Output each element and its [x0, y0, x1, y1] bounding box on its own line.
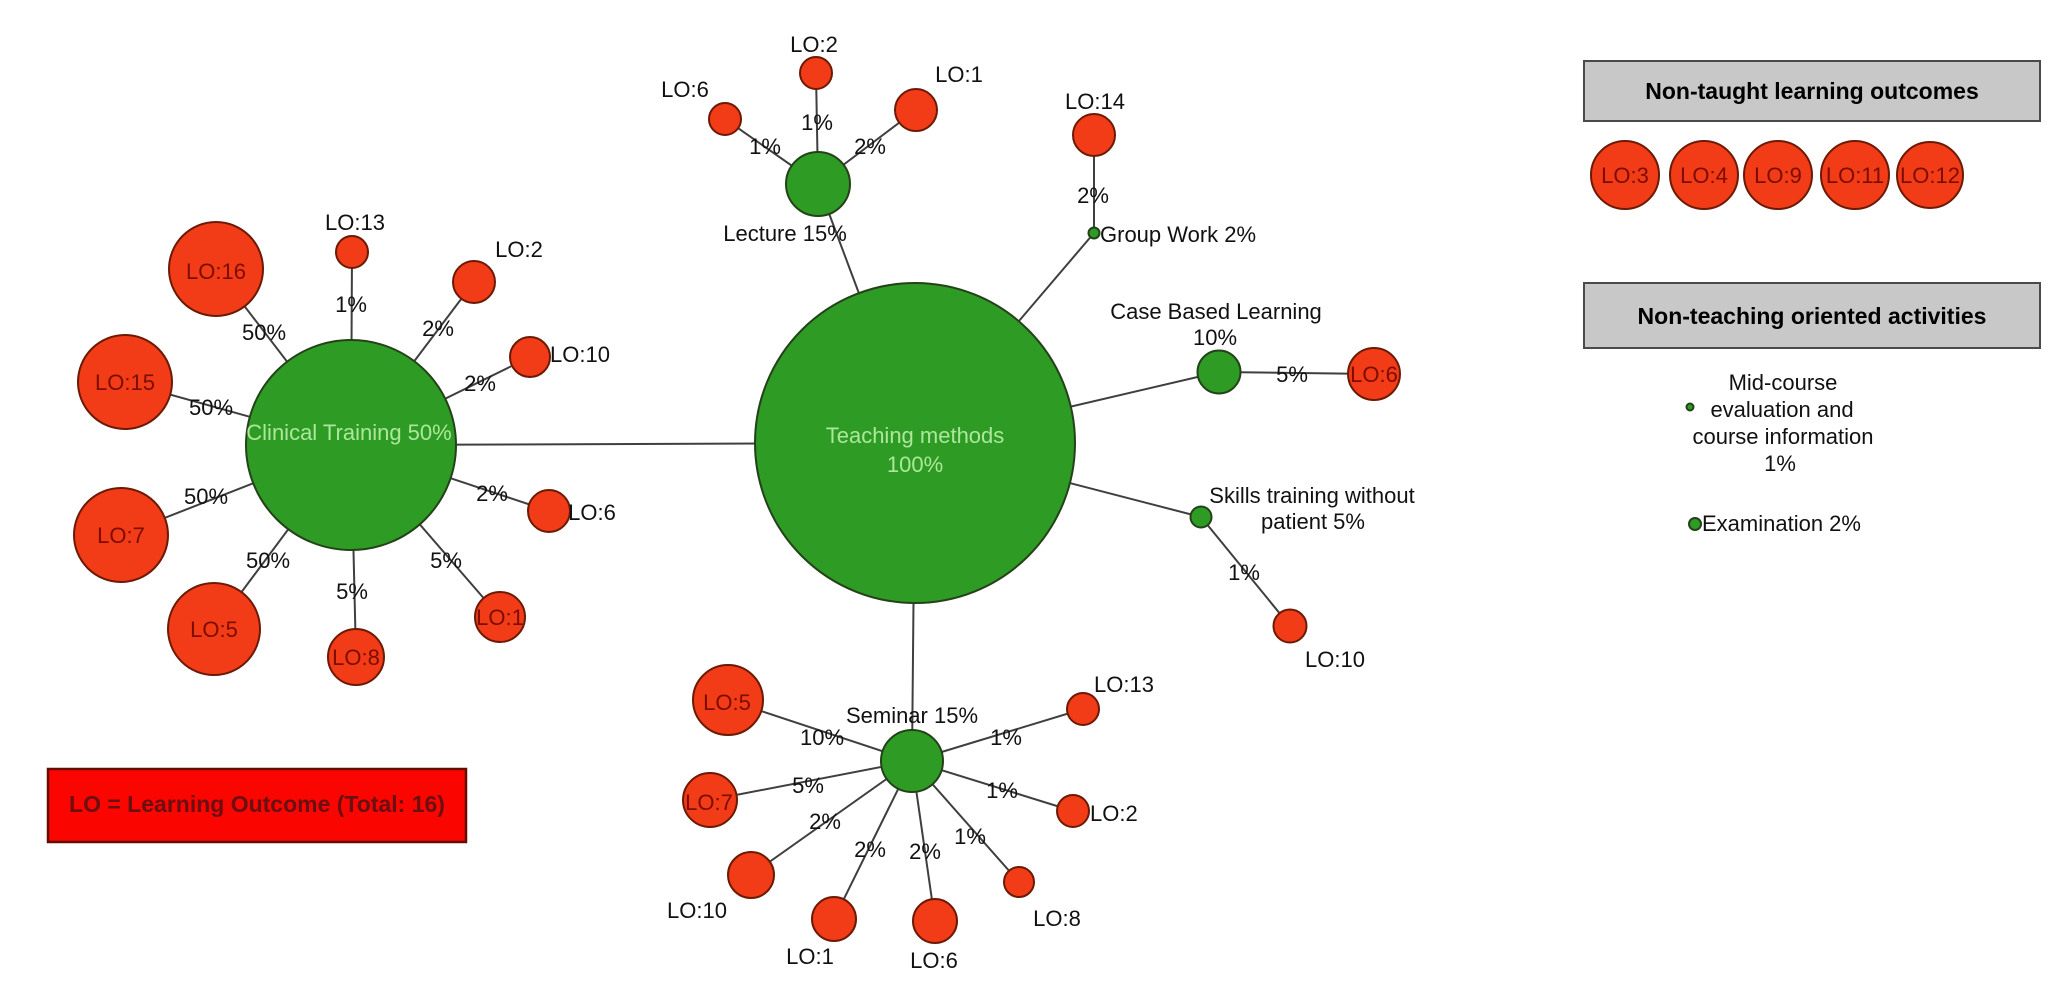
svg-text:10%: 10%: [1193, 325, 1237, 350]
svg-text:1%: 1%: [801, 110, 833, 135]
svg-text:2%: 2%: [854, 134, 886, 159]
svg-text:1%: 1%: [1228, 560, 1260, 585]
svg-text:10%: 10%: [800, 725, 844, 750]
svg-text:Examination 2%: Examination 2%: [1702, 511, 1861, 536]
svg-text:Group Work 2%: Group Work 2%: [1100, 222, 1256, 247]
svg-text:Lecture 15%: Lecture 15%: [723, 221, 847, 246]
svg-text:LO:4: LO:4: [1680, 163, 1728, 188]
svg-text:Case Based Learning: Case Based Learning: [1110, 299, 1322, 324]
svg-text:Non-taught learning outcomes: Non-taught learning outcomes: [1645, 78, 1979, 104]
svg-text:50%: 50%: [246, 548, 290, 573]
svg-text:Non-teaching oriented activiti: Non-teaching oriented activities: [1638, 303, 1987, 329]
svg-text:LO:13: LO:13: [1094, 672, 1154, 697]
svg-text:50%: 50%: [242, 320, 286, 345]
svg-text:5%: 5%: [1276, 362, 1308, 387]
svg-text:50%: 50%: [189, 395, 233, 420]
svg-text:LO:3: LO:3: [1601, 163, 1649, 188]
svg-text:LO:10: LO:10: [667, 898, 727, 923]
svg-text:2%: 2%: [476, 481, 508, 506]
svg-text:100%: 100%: [887, 452, 943, 477]
svg-text:Skills training without: Skills training without: [1209, 483, 1414, 508]
svg-text:LO:6: LO:6: [568, 500, 616, 525]
svg-text:LO:13: LO:13: [325, 210, 385, 235]
svg-text:evaluation and: evaluation and: [1710, 397, 1853, 422]
svg-text:5%: 5%: [792, 773, 824, 798]
svg-text:LO:5: LO:5: [703, 690, 751, 715]
svg-text:LO:1: LO:1: [935, 62, 983, 87]
svg-text:LO:2: LO:2: [495, 237, 543, 262]
svg-text:1%: 1%: [335, 292, 367, 317]
svg-text:patient 5%: patient 5%: [1261, 509, 1365, 534]
svg-text:Mid-course: Mid-course: [1729, 370, 1838, 395]
svg-text:Seminar 15%: Seminar 15%: [846, 703, 978, 728]
svg-text:LO:14: LO:14: [1065, 89, 1125, 114]
svg-text:LO:2: LO:2: [1090, 801, 1138, 826]
svg-text:LO = Learning Outcome (Total:: LO = Learning Outcome (Total: 16): [69, 791, 445, 817]
svg-text:LO:15: LO:15: [95, 370, 155, 395]
svg-text:Clinical Training 50%: Clinical Training 50%: [246, 420, 451, 445]
svg-text:LO:7: LO:7: [97, 523, 145, 548]
svg-text:LO:6: LO:6: [910, 948, 958, 973]
svg-text:LO:10: LO:10: [1305, 647, 1365, 672]
svg-text:course information: course information: [1693, 424, 1874, 449]
svg-text:2%: 2%: [1077, 183, 1109, 208]
svg-text:2%: 2%: [809, 809, 841, 834]
svg-text:Teaching methods: Teaching methods: [826, 423, 1005, 448]
svg-text:LO:12: LO:12: [1900, 163, 1960, 188]
svg-text:2%: 2%: [854, 837, 886, 862]
svg-text:LO:8: LO:8: [1033, 906, 1081, 931]
svg-text:LO:9: LO:9: [1754, 163, 1802, 188]
svg-text:5%: 5%: [430, 548, 462, 573]
svg-text:LO:10: LO:10: [550, 342, 610, 367]
svg-text:50%: 50%: [184, 484, 228, 509]
svg-text:LO:6: LO:6: [661, 77, 709, 102]
svg-text:1%: 1%: [749, 134, 781, 159]
svg-text:LO:1: LO:1: [476, 605, 524, 630]
svg-text:LO:6: LO:6: [1350, 362, 1398, 387]
svg-text:1%: 1%: [990, 725, 1022, 750]
svg-text:LO:5: LO:5: [190, 617, 238, 642]
svg-text:LO:8: LO:8: [332, 645, 380, 670]
svg-text:1%: 1%: [954, 824, 986, 849]
svg-text:LO:2: LO:2: [790, 32, 838, 57]
svg-text:5%: 5%: [336, 579, 368, 604]
svg-text:2%: 2%: [464, 371, 496, 396]
svg-text:1%: 1%: [986, 778, 1018, 803]
svg-text:1%: 1%: [1764, 451, 1796, 476]
svg-text:LO:11: LO:11: [1826, 163, 1884, 188]
svg-text:2%: 2%: [909, 839, 941, 864]
svg-text:2%: 2%: [422, 316, 454, 341]
svg-text:LO:16: LO:16: [186, 259, 246, 284]
svg-text:LO:1: LO:1: [786, 944, 834, 969]
svg-text:LO:7: LO:7: [685, 790, 733, 815]
